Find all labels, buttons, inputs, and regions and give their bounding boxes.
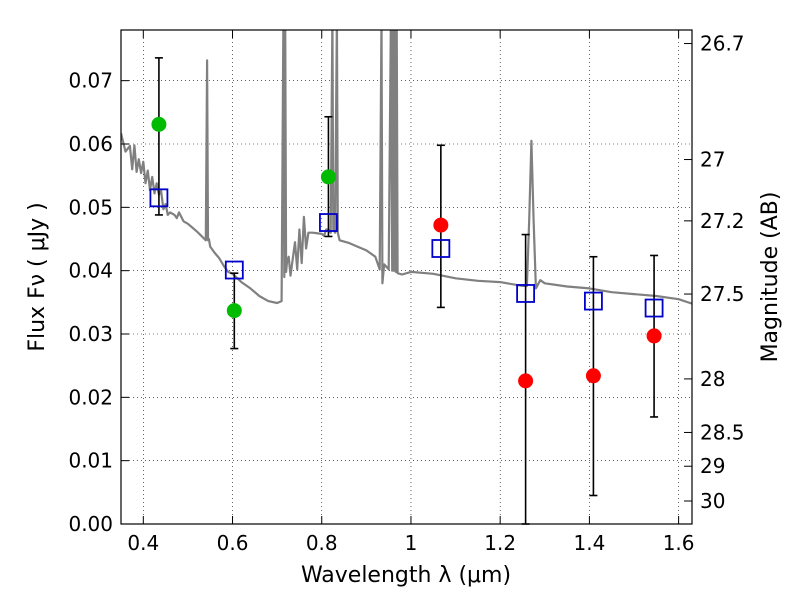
x-axis-label: Wavelength λ (μm) <box>301 563 511 588</box>
x-tick-label: 0.4 <box>127 531 159 555</box>
magnitude-tick-label: 27.2 <box>700 209 745 233</box>
data-point-circle <box>646 328 662 344</box>
data-markers <box>149 116 664 389</box>
data-point-square <box>644 298 664 318</box>
data-point-square <box>319 213 338 232</box>
data-point-circle <box>433 217 449 233</box>
y-tick-label: 0.00 <box>68 512 113 536</box>
magnitude-tick-label: 28.5 <box>700 420 745 444</box>
y-tick-label: 0.05 <box>68 195 113 219</box>
data-point-circle <box>151 116 167 132</box>
magnitude-tick-label: 30 <box>700 489 725 513</box>
data-point-square <box>431 239 451 258</box>
x-tick-label: 1 <box>405 531 418 555</box>
model-spectrum-line <box>121 30 692 305</box>
data-point-circle <box>226 303 242 319</box>
magnitude-tick-label: 29 <box>700 454 725 478</box>
x-tick-label: 1.4 <box>573 531 605 555</box>
model-spectrum <box>121 30 692 305</box>
error-bars <box>154 57 659 525</box>
x-tick-label: 1.6 <box>663 531 695 555</box>
data-point-square <box>224 260 244 280</box>
y-axis-label: Flux Fν ( μJy ) <box>25 202 50 351</box>
x-tick-label: 0.8 <box>306 531 338 555</box>
x-tick-label: 0.6 <box>217 531 249 555</box>
data-point-circle <box>518 373 534 389</box>
data-point-square <box>516 284 536 303</box>
magnitude-tick-label: 26.7 <box>700 32 745 56</box>
data-point-square <box>584 291 603 311</box>
magnitude-tick-label: 27 <box>700 148 725 172</box>
data-point-square <box>149 188 169 208</box>
magnitude-tick-label: 28 <box>700 367 725 391</box>
y-tick-label: 0.03 <box>68 322 113 346</box>
y-tick-label: 0.07 <box>68 69 113 93</box>
axis-ticks: 0.4 0.6 0.8 1 1.2 1.4 1.6 0.00 0.01 0.02 0.03 0.04 0… <box>68 30 745 555</box>
y-tick-label: 0.01 <box>68 449 113 473</box>
data-point-circle <box>320 169 336 185</box>
plot-frame <box>120 29 693 525</box>
magnitude-tick-label: 27.5 <box>700 282 745 306</box>
data-point-circle <box>585 368 601 384</box>
x-tick-label: 1.2 <box>484 531 516 555</box>
right-y-axis-label: Magnitude (AB) <box>758 192 783 363</box>
y-tick-label: 0.04 <box>68 259 113 283</box>
y-tick-label: 0.02 <box>68 385 113 409</box>
y-tick-label: 0.06 <box>68 132 113 156</box>
